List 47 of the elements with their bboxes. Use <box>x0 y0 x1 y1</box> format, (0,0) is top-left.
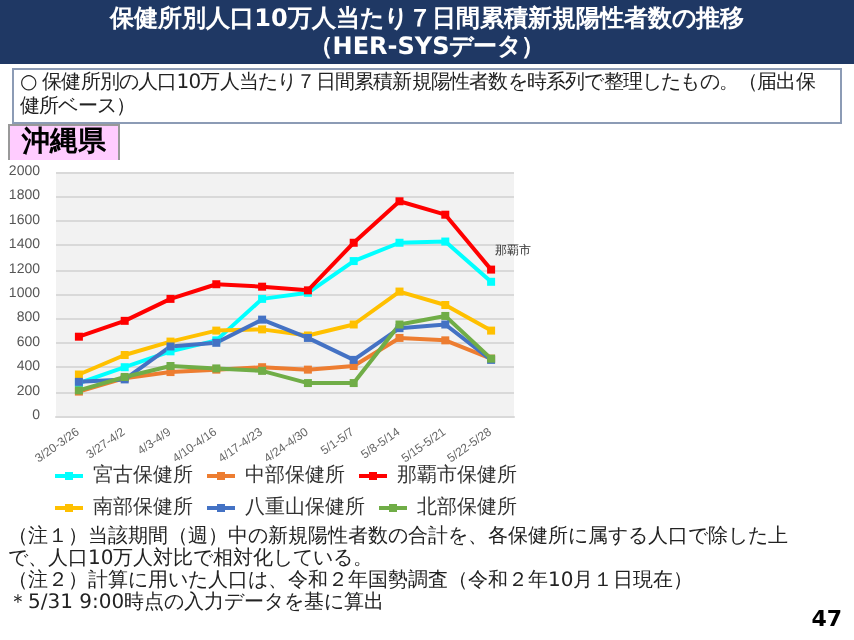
point <box>395 333 404 342</box>
point <box>166 342 175 351</box>
point <box>395 197 404 206</box>
point <box>349 379 358 388</box>
text: 沖縄県 <box>8 124 120 162</box>
point <box>487 326 496 335</box>
point <box>441 237 450 246</box>
text: ○ 保健所別の人口10万人当たり７日間累積新規陽性者数を時系列で整理したもの。（届出保健所ベース） <box>12 68 842 124</box>
point <box>349 320 358 329</box>
point <box>166 294 175 303</box>
point <box>349 257 358 266</box>
text: （注１）当該期間（週）中の新規陽性者数の合計を、各保健所に属する人口で除した上で、人口10万人対比で相対化している。 <box>8 526 790 570</box>
point <box>303 379 312 388</box>
point <box>258 294 267 303</box>
legend-label: 中部保健所 <box>245 463 345 487</box>
point <box>212 280 221 289</box>
point <box>303 365 312 374</box>
text: 47 <box>811 606 842 632</box>
legend-label: 八重山保健所 <box>245 495 365 519</box>
point <box>120 316 129 325</box>
point <box>74 332 83 341</box>
point <box>441 320 450 329</box>
legend-label: 宮古保健所 <box>93 463 193 487</box>
legend-label: 北部保健所 <box>417 495 517 519</box>
point <box>441 336 450 345</box>
point <box>349 238 358 247</box>
point <box>395 238 404 247</box>
point <box>441 311 450 320</box>
legend-label: 那覇市保健所 <box>397 463 517 487</box>
point <box>120 363 129 372</box>
text: ＊5/31 9:00時点の入力データを基に算出 <box>8 592 387 614</box>
legend-label: 南部保健所 <box>93 495 193 519</box>
point <box>487 265 496 274</box>
point <box>212 326 221 335</box>
point <box>258 315 267 324</box>
point <box>166 361 175 370</box>
text: （注２）計算に用いた人口は、令和２年国勢調査（令和２年10月１日現在） <box>8 570 696 592</box>
point <box>258 325 267 334</box>
point <box>441 210 450 219</box>
point <box>349 355 358 364</box>
point <box>487 277 496 286</box>
point <box>395 287 404 296</box>
chart-subtitle: （HER-SYSデータ） <box>306 32 548 60</box>
point <box>258 282 267 291</box>
point <box>441 300 450 309</box>
point <box>120 351 129 359</box>
chart-title: 保健所別人口10万人当たり７日間累積新規陽性者数の推移 <box>107 4 746 32</box>
